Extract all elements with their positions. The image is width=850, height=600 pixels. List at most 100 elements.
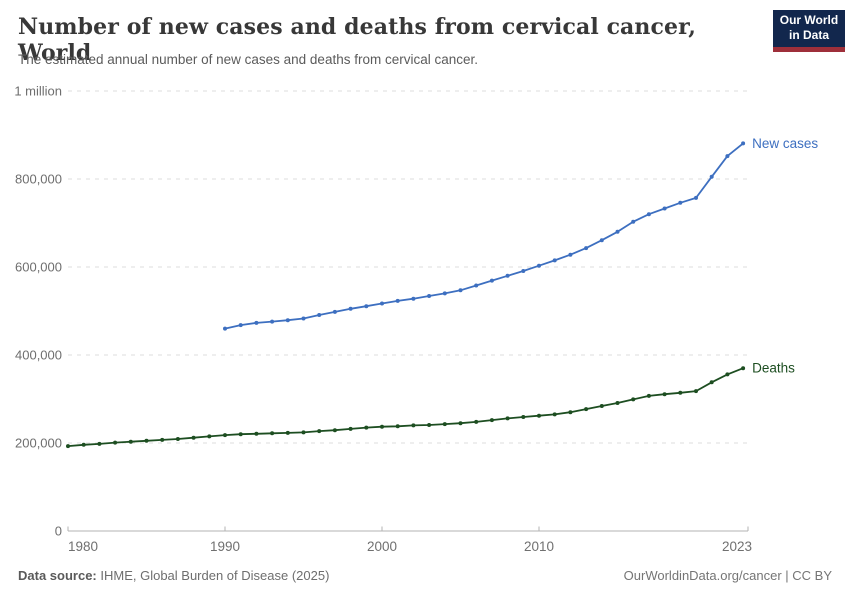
data-point [348, 426, 353, 431]
data-point [364, 425, 369, 430]
data-point [301, 316, 306, 321]
data-point [741, 366, 746, 371]
y-axis-tick-label: 600,000 [15, 260, 62, 275]
data-point [678, 390, 683, 395]
data-point [709, 174, 714, 179]
footer: Data source: IHME, Global Burden of Dise… [18, 568, 832, 583]
data-point [678, 200, 683, 205]
series-label-deaths[interactable]: Deaths [752, 361, 795, 376]
data-point [411, 296, 416, 301]
data-point [442, 291, 447, 296]
x-axis-tick-label: 1980 [68, 539, 98, 554]
data-point [427, 423, 432, 427]
owid-logo[interactable]: Our World in Data [773, 10, 845, 52]
data-point [238, 432, 243, 437]
data-point [395, 298, 400, 303]
data-point [646, 393, 651, 398]
data-point [160, 437, 165, 442]
data-point [254, 320, 259, 325]
y-axis-tick-label: 0 [55, 524, 62, 539]
data-point [223, 326, 227, 331]
data-point [144, 438, 149, 443]
x-axis-tick-label: 2023 [722, 539, 752, 554]
data-point [505, 273, 510, 278]
data-point [568, 252, 573, 257]
series-line-new-cases [224, 142, 744, 330]
data-point [458, 421, 463, 426]
data-point [254, 431, 259, 436]
data-point [537, 413, 541, 418]
x-axis-tick-label: 2000 [367, 539, 397, 554]
x-axis-tick-label: 1990 [210, 539, 240, 554]
page-title: Number of new cases and deaths from cerv… [18, 14, 696, 66]
x-axis-tick-label: 2010 [524, 539, 554, 554]
data-source: Data source: IHME, Global Burden of Dise… [18, 568, 329, 583]
data-point [207, 434, 212, 439]
data-source-value[interactable]: IHME, Global Burden of Disease (2025) [96, 568, 330, 583]
data-point [191, 435, 196, 440]
data-point [552, 258, 557, 263]
data-point [599, 238, 604, 243]
data-point [552, 412, 557, 417]
data-point [97, 441, 102, 446]
data-point [584, 407, 589, 412]
data-point [694, 195, 698, 200]
data-point [113, 440, 118, 445]
page-subtitle: The estimated annual number of new cases… [18, 52, 478, 67]
y-axis-tick-label: 800,000 [15, 172, 62, 187]
data-point [332, 428, 337, 433]
owid-logo-line2: in Data [788, 28, 829, 42]
data-point [175, 437, 180, 441]
data-point [442, 422, 447, 427]
data-point [317, 313, 322, 317]
data-point [301, 430, 306, 435]
data-point [285, 430, 290, 435]
data-point [662, 392, 667, 397]
data-point [411, 423, 416, 428]
data-point [348, 306, 353, 311]
data-point [474, 419, 479, 424]
data-point [615, 401, 620, 405]
data-point [223, 433, 227, 438]
data-point [568, 410, 573, 415]
data-point [631, 219, 636, 224]
data-point [725, 154, 730, 159]
series-label-new-cases[interactable]: New cases [752, 136, 818, 151]
data-point [238, 323, 243, 328]
data-point [317, 429, 322, 434]
data-source-label: Data source: [18, 568, 97, 583]
data-point [128, 439, 133, 444]
y-axis-tick-label: 1 million [14, 84, 62, 99]
data-point [537, 263, 541, 268]
data-point [489, 278, 494, 283]
data-point [646, 212, 651, 217]
data-point [741, 141, 746, 146]
data-point [662, 206, 667, 211]
data-point [270, 431, 275, 436]
data-point [474, 283, 479, 288]
data-point [427, 294, 432, 298]
series-line-deaths [67, 367, 744, 448]
data-point [725, 372, 730, 377]
data-point [395, 424, 400, 429]
data-point [599, 404, 604, 408]
data-point [694, 389, 698, 394]
data-point [66, 444, 70, 449]
data-point [332, 309, 337, 314]
owid-logo-line1: Our World [779, 13, 839, 27]
data-point [521, 415, 526, 419]
data-point [458, 288, 463, 293]
data-point [615, 229, 620, 234]
y-axis-tick-label: 400,000 [15, 348, 62, 363]
data-point [364, 304, 369, 309]
license-link[interactable]: OurWorldinData.org/cancer | CC BY [623, 568, 832, 583]
data-point [380, 301, 384, 306]
data-point [631, 397, 636, 402]
data-point [270, 319, 275, 324]
data-point [380, 424, 384, 429]
data-point [709, 380, 714, 385]
data-point [505, 416, 510, 421]
data-point [81, 442, 86, 447]
